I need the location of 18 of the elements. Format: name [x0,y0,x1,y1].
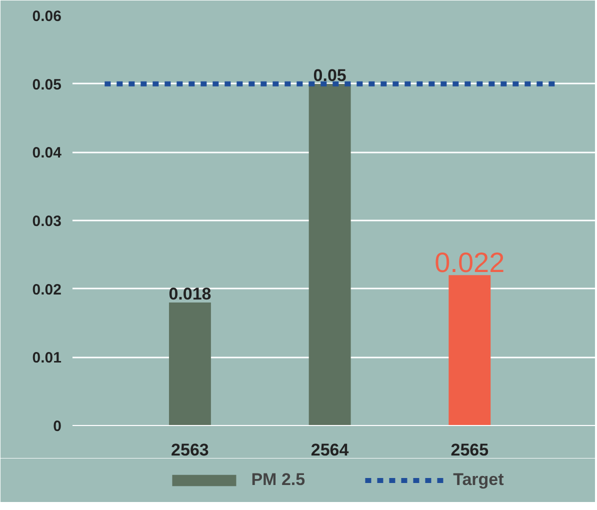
y-tick-label: 0.04 [32,144,62,162]
y-tick-label: 0 [53,418,62,435]
bar [448,275,491,426]
y-tick-label: 0.05 [32,76,62,94]
y-tick-label: 0.06 [32,8,62,25]
bar [168,302,211,426]
y-tick-label: 0.01 [32,350,62,367]
legend-label: Target [453,470,504,490]
data-label: 0.05 [313,66,346,85]
x-tick-label: 2565 [450,440,489,460]
bar [308,84,351,426]
legend-label: PM 2.5 [251,470,306,490]
data-label: 0.022 [434,247,505,278]
x-tick-label: 2564 [310,440,350,460]
y-tick-label: 0.02 [32,281,62,298]
y-tick-label: 0.03 [32,213,62,230]
data-label: 0.018 [168,284,212,304]
x-tick-label: 2563 [171,440,209,460]
